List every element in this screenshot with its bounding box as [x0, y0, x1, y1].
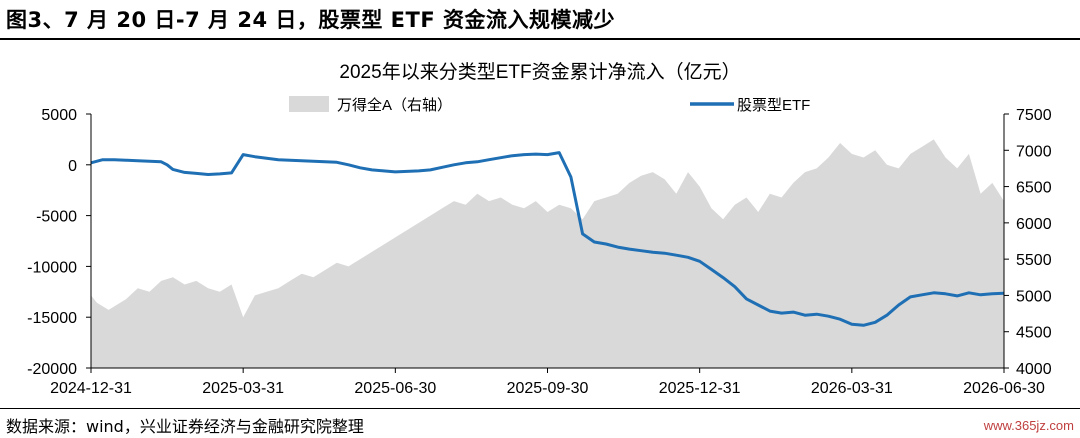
- x-tick-label: 2025-09-30: [507, 380, 589, 397]
- y-right-tick-label: 6000: [1016, 216, 1052, 233]
- watermark: www.365jz.com: [983, 418, 1074, 433]
- bottom-rule: [0, 408, 1080, 409]
- y-left-tick-label: -5000: [36, 209, 77, 226]
- y-left-tick-label: 0: [68, 158, 77, 175]
- chart-title: 2025年以来分类型ETF资金累计净流入（亿元）: [339, 61, 740, 83]
- source-note: 数据来源：wind，兴业证券经济与金融研究院整理: [6, 417, 364, 436]
- top-rule: [0, 38, 1080, 40]
- y-left-tick-label: -20000: [27, 361, 77, 378]
- etf-line: [90, 151, 1005, 327]
- y-right-tick-label: 4500: [1016, 325, 1052, 342]
- x-tick-label: 2025-03-31: [202, 380, 284, 397]
- etf-line-layer: [90, 151, 1005, 327]
- y-left-tick-label: -15000: [27, 310, 77, 327]
- x-tick-label: 2026-03-31: [811, 380, 893, 397]
- legend-label-index: 万得全A（右轴）: [337, 96, 452, 114]
- y-left-tick-label: 5000: [41, 107, 77, 124]
- y-right-tick-label: 7000: [1016, 143, 1052, 160]
- y-right-tick-label: 5000: [1016, 288, 1052, 305]
- y-left-tick-label: -10000: [27, 259, 77, 276]
- legend: 万得全A（右轴） 股票型ETF: [289, 96, 810, 114]
- x-tick-label: 2025-06-30: [354, 380, 436, 397]
- y-right-tick-label: 4000: [1016, 361, 1052, 378]
- y-right-tick-label: 6500: [1016, 180, 1052, 197]
- axes-layer: 5000 0 -5000 -10000 -15000 -20000 7500 7000 6500…: [27, 107, 1052, 397]
- y-right-tick-label: 5500: [1016, 252, 1052, 269]
- legend-label-etf: 股票型ETF: [737, 97, 810, 114]
- legend-swatch-index: [289, 96, 329, 112]
- figure-title: 图3、7 月 20 日-7 月 24 日，股票型 ETF 资金流入规模减少: [6, 8, 616, 32]
- x-tick-label: 2025-12-31: [659, 380, 741, 397]
- x-tick-label: 2026-06-30: [963, 380, 1045, 397]
- x-tick-label: 2024-12-31: [50, 380, 132, 397]
- y-right-tick-label: 7500: [1016, 107, 1052, 124]
